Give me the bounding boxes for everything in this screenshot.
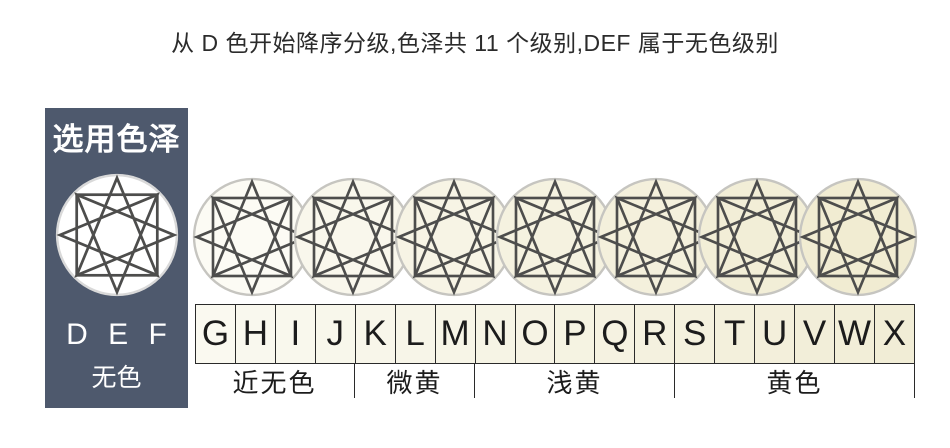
group-label-text: 浅黄 [546, 367, 603, 398]
diamond-top-view-icon [798, 177, 918, 297]
grade-letter-cell: W [834, 304, 875, 364]
grade-group-label: 黄色 [675, 364, 915, 398]
grade-letter-cell: G [195, 304, 236, 364]
group-label-text: 微黄 [386, 367, 443, 398]
group-label-text: 近无色 [232, 367, 317, 398]
grade-group-label: 近无色 [195, 364, 355, 398]
grade-letter-cell: I [274, 304, 316, 364]
grade-group-labels: 近无色 微黄 浅黄 黄色 [195, 364, 915, 400]
grade-letter-cell: S [674, 304, 716, 364]
grade-letter-cell: P [554, 304, 596, 364]
grade-letter-cell: V [794, 304, 835, 364]
diamond-grade-icon [293, 177, 413, 297]
diamond-grade-icon [596, 177, 716, 297]
grade-letter-cell: U [754, 304, 796, 364]
diamond-top-view-icon [596, 177, 716, 297]
diamond-top-view-icon [55, 173, 179, 302]
grade-letter-cell: T [714, 304, 756, 364]
grade-group-label: 浅黄 [475, 364, 675, 398]
grade-letter-cell: M [434, 304, 476, 364]
grade-group-label: 微黄 [355, 364, 475, 398]
grade-letter-cell: K [354, 304, 396, 364]
diamond-top-view-icon [293, 177, 413, 297]
diamond-top-view-icon [394, 177, 514, 297]
colorless-label: 无色 [91, 364, 142, 392]
grade-letter-cell: N [474, 304, 516, 364]
diamond-grade-icon [798, 177, 918, 297]
grade-letter-cell: O [514, 304, 556, 364]
page-title: 从 D 色开始降序分级,色泽共 11 个级别,DEF 属于无色级别 [171, 30, 779, 56]
grade-letter-cell: J [314, 304, 356, 364]
grade-letter-cell: H [234, 304, 276, 364]
selected-color-panel: 选用色泽 D E F 无色 [45, 108, 188, 408]
diamond-grade-icon [394, 177, 514, 297]
diamond-top-view-icon [495, 177, 615, 297]
grade-letter-cell: L [394, 304, 436, 364]
grade-letter-cell: X [873, 304, 915, 364]
diamond-top-view-icon [55, 173, 178, 297]
diamond-grade-icon [495, 177, 615, 297]
selected-color-heading: 选用色泽 [52, 122, 181, 157]
group-label-text: 黄色 [766, 367, 823, 398]
grade-letter-cell: R [634, 304, 676, 364]
grade-letter-cell: Q [594, 304, 636, 364]
selected-grades-label: D E F [66, 318, 173, 351]
